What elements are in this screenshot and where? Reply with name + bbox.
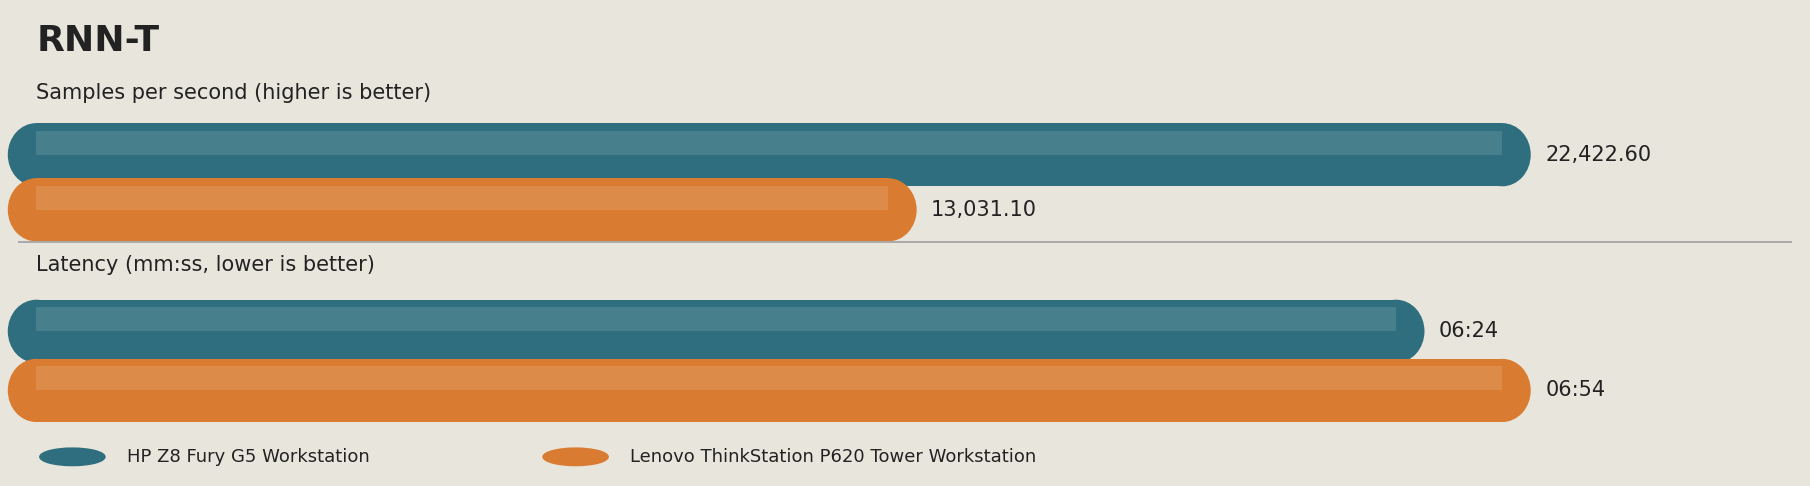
Ellipse shape: [860, 178, 916, 242]
Text: HP Z8 Fury G5 Workstation: HP Z8 Fury G5 Workstation: [127, 448, 369, 466]
Ellipse shape: [1473, 359, 1531, 422]
Bar: [36, 178, 889, 242]
Text: Lenovo ThinkStation P620 Tower Workstation: Lenovo ThinkStation P620 Tower Workstati…: [630, 448, 1035, 466]
Text: Samples per second (higher is better): Samples per second (higher is better): [36, 83, 431, 103]
Ellipse shape: [7, 359, 65, 422]
Text: 06:54: 06:54: [1546, 381, 1605, 400]
Bar: [36, 307, 1396, 331]
Bar: [36, 123, 1502, 186]
Bar: [18, 241, 1792, 243]
Bar: [36, 131, 1502, 155]
Bar: [36, 300, 1396, 363]
Ellipse shape: [1368, 300, 1424, 363]
Text: Latency (mm:ss, lower is better): Latency (mm:ss, lower is better): [36, 255, 375, 275]
Circle shape: [40, 448, 105, 466]
Bar: [36, 366, 1502, 390]
Bar: [36, 359, 1502, 422]
Ellipse shape: [7, 123, 65, 186]
Text: RNN-T: RNN-T: [36, 24, 159, 58]
Text: 06:24: 06:24: [1439, 321, 1499, 341]
Ellipse shape: [1473, 123, 1531, 186]
Bar: [36, 186, 889, 210]
Text: 13,031.10: 13,031.10: [930, 200, 1037, 220]
Circle shape: [543, 448, 608, 466]
Ellipse shape: [7, 178, 65, 242]
Text: 22,422.60: 22,422.60: [1546, 145, 1651, 165]
Ellipse shape: [7, 300, 65, 363]
